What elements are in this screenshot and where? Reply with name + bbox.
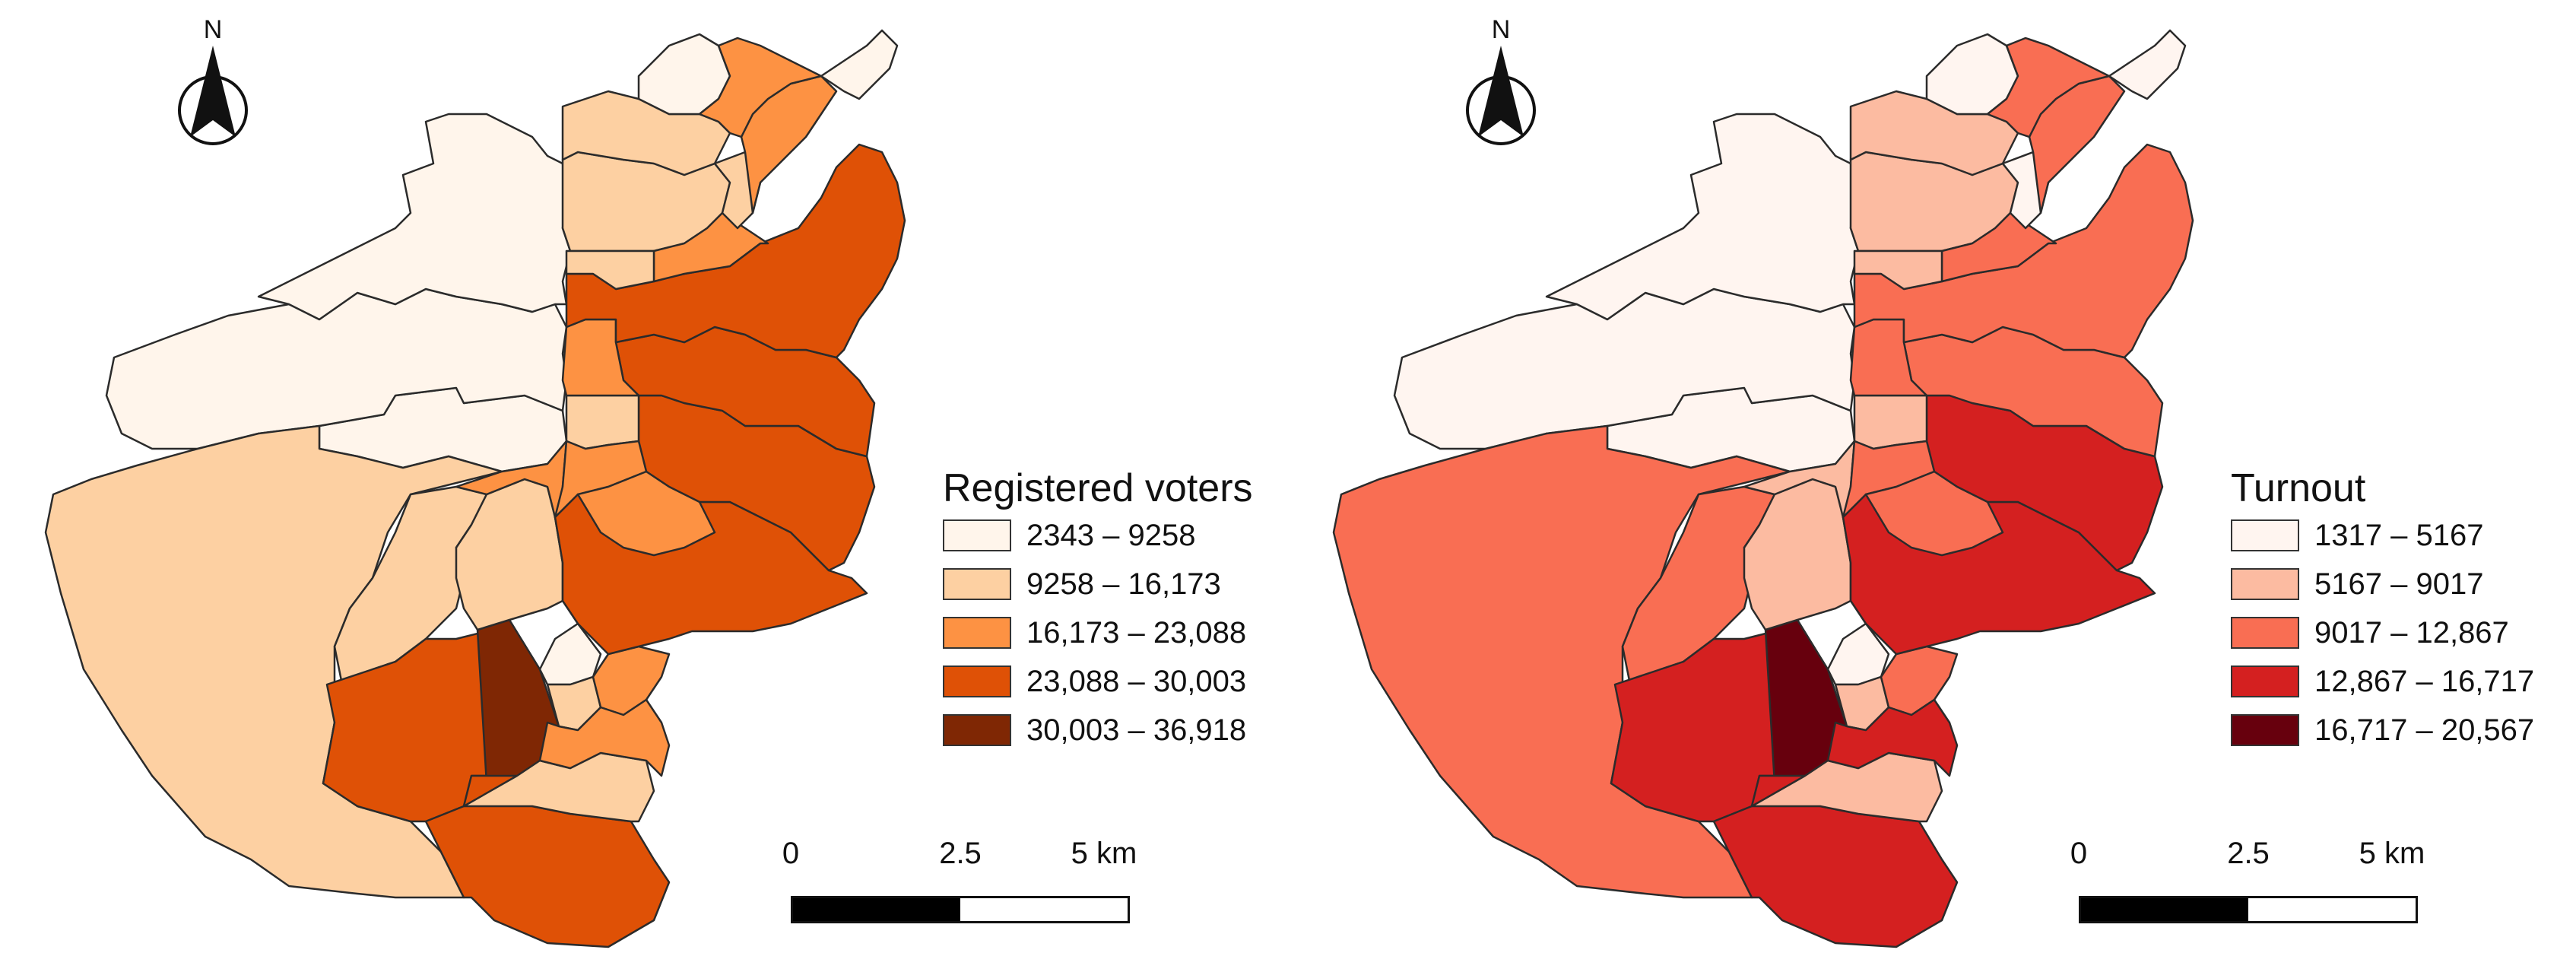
scale-label: 0 <box>782 837 800 870</box>
scale-segment <box>793 898 960 921</box>
scale-label: 2.5 <box>2227 837 2270 870</box>
legend-label: 30,003 – 36,918 <box>1026 713 1247 747</box>
district-d26 <box>1940 211 2057 283</box>
legend-label: 9258 – 16,173 <box>1026 567 1221 601</box>
legend-swatch <box>943 568 1011 600</box>
legend-title: Turnout <box>2231 466 2366 510</box>
scale-bar: 0 2.5 5 km <box>782 837 1137 928</box>
legend-item: 23,088 – 30,003 <box>943 657 1253 706</box>
legend-item: 16,173 – 23,088 <box>943 608 1253 657</box>
choropleth-map <box>44 29 906 948</box>
north-arrow-icon <box>1466 46 1536 145</box>
district-d31 <box>820 29 899 100</box>
scale-label: 5 km <box>2359 837 2425 870</box>
map-panel-turnout: N Turnout 1317 – 5167 5167 – 9017 9017 –… <box>1288 0 2576 953</box>
district-d31 <box>2108 29 2187 100</box>
district-d18 <box>1853 394 1928 450</box>
legend-title: Registered voters <box>943 466 1253 510</box>
north-label: N <box>1491 15 1511 44</box>
district-d18 <box>565 394 640 450</box>
legend-item: 2343 – 9258 <box>943 511 1253 560</box>
legend-item: 1317 – 5167 <box>2231 511 2534 560</box>
legend-swatch <box>943 519 1011 551</box>
district-d27 <box>565 249 655 291</box>
district-d3 <box>1545 113 1860 321</box>
district-d3 <box>257 113 572 321</box>
district-d14 <box>1880 645 1959 716</box>
north-label: N <box>203 15 223 44</box>
legend-label: 16,173 – 23,088 <box>1026 615 1247 650</box>
legend-item: 9017 – 12,867 <box>2231 608 2534 657</box>
legend-item: 30,003 – 36,918 <box>943 706 1253 754</box>
north-arrow-icon <box>178 46 248 145</box>
legend-swatch <box>943 666 1011 697</box>
legend-swatch <box>943 617 1011 649</box>
legend-label: 1317 – 5167 <box>2314 518 2484 552</box>
legend-label: 16,717 – 20,567 <box>2314 713 2535 747</box>
scale-segment <box>2081 898 2248 921</box>
legend-label: 9017 – 12,867 <box>2314 615 2509 650</box>
district-d32 <box>698 37 823 138</box>
district-d16 <box>1826 698 1959 777</box>
district-d32 <box>1986 37 2111 138</box>
district-d27 <box>1853 249 1943 291</box>
legend-item: 9258 – 16,173 <box>943 560 1253 608</box>
legend-swatch <box>2231 519 2299 551</box>
map-panel-registered: N Registered voters 2343 – 9258 9258 – 1… <box>44 15 1253 948</box>
scale-bar: 0 2.5 5 km <box>2070 837 2425 928</box>
legend-swatch <box>943 714 1011 746</box>
scale-bar-graphic <box>2079 896 2418 923</box>
legend-swatch <box>2231 666 2299 697</box>
district-d25 <box>561 90 731 176</box>
district-d25 <box>1849 90 2019 176</box>
legend: Registered voters 2343 – 9258 9258 – 16,… <box>943 465 1253 754</box>
legend-item: 16,717 – 20,567 <box>2231 706 2534 754</box>
district-d14 <box>592 645 671 716</box>
district-d26 <box>652 211 769 283</box>
legend-label: 12,867 – 16,717 <box>2314 664 2535 698</box>
legend-swatch <box>2231 568 2299 600</box>
choropleth-map <box>1332 29 2194 948</box>
legend-label: 2343 – 9258 <box>1026 518 1196 552</box>
legend-label: 23,088 – 30,003 <box>1026 664 1247 698</box>
scale-label: 0 <box>2070 837 2088 870</box>
scale-label: 5 km <box>1071 837 1137 870</box>
scale-label: 2.5 <box>939 837 982 870</box>
district-d16 <box>538 698 671 777</box>
scale-segment <box>960 898 1128 921</box>
district-d20 <box>1864 470 2004 557</box>
scale-segment <box>2248 898 2416 921</box>
legend-item: 5167 – 9017 <box>2231 560 2534 608</box>
district-d20 <box>576 470 716 557</box>
legend-swatch <box>2231 714 2299 746</box>
legend-label: 5167 – 9017 <box>2314 567 2484 601</box>
district-d10 <box>1750 751 1943 823</box>
legend-item: 12,867 – 16,717 <box>2231 657 2534 706</box>
legend-swatch <box>2231 617 2299 649</box>
legend: Turnout 1317 – 5167 5167 – 9017 9017 – 1… <box>2231 465 2534 754</box>
district-d10 <box>462 751 655 823</box>
scale-bar-graphic <box>791 896 1130 923</box>
